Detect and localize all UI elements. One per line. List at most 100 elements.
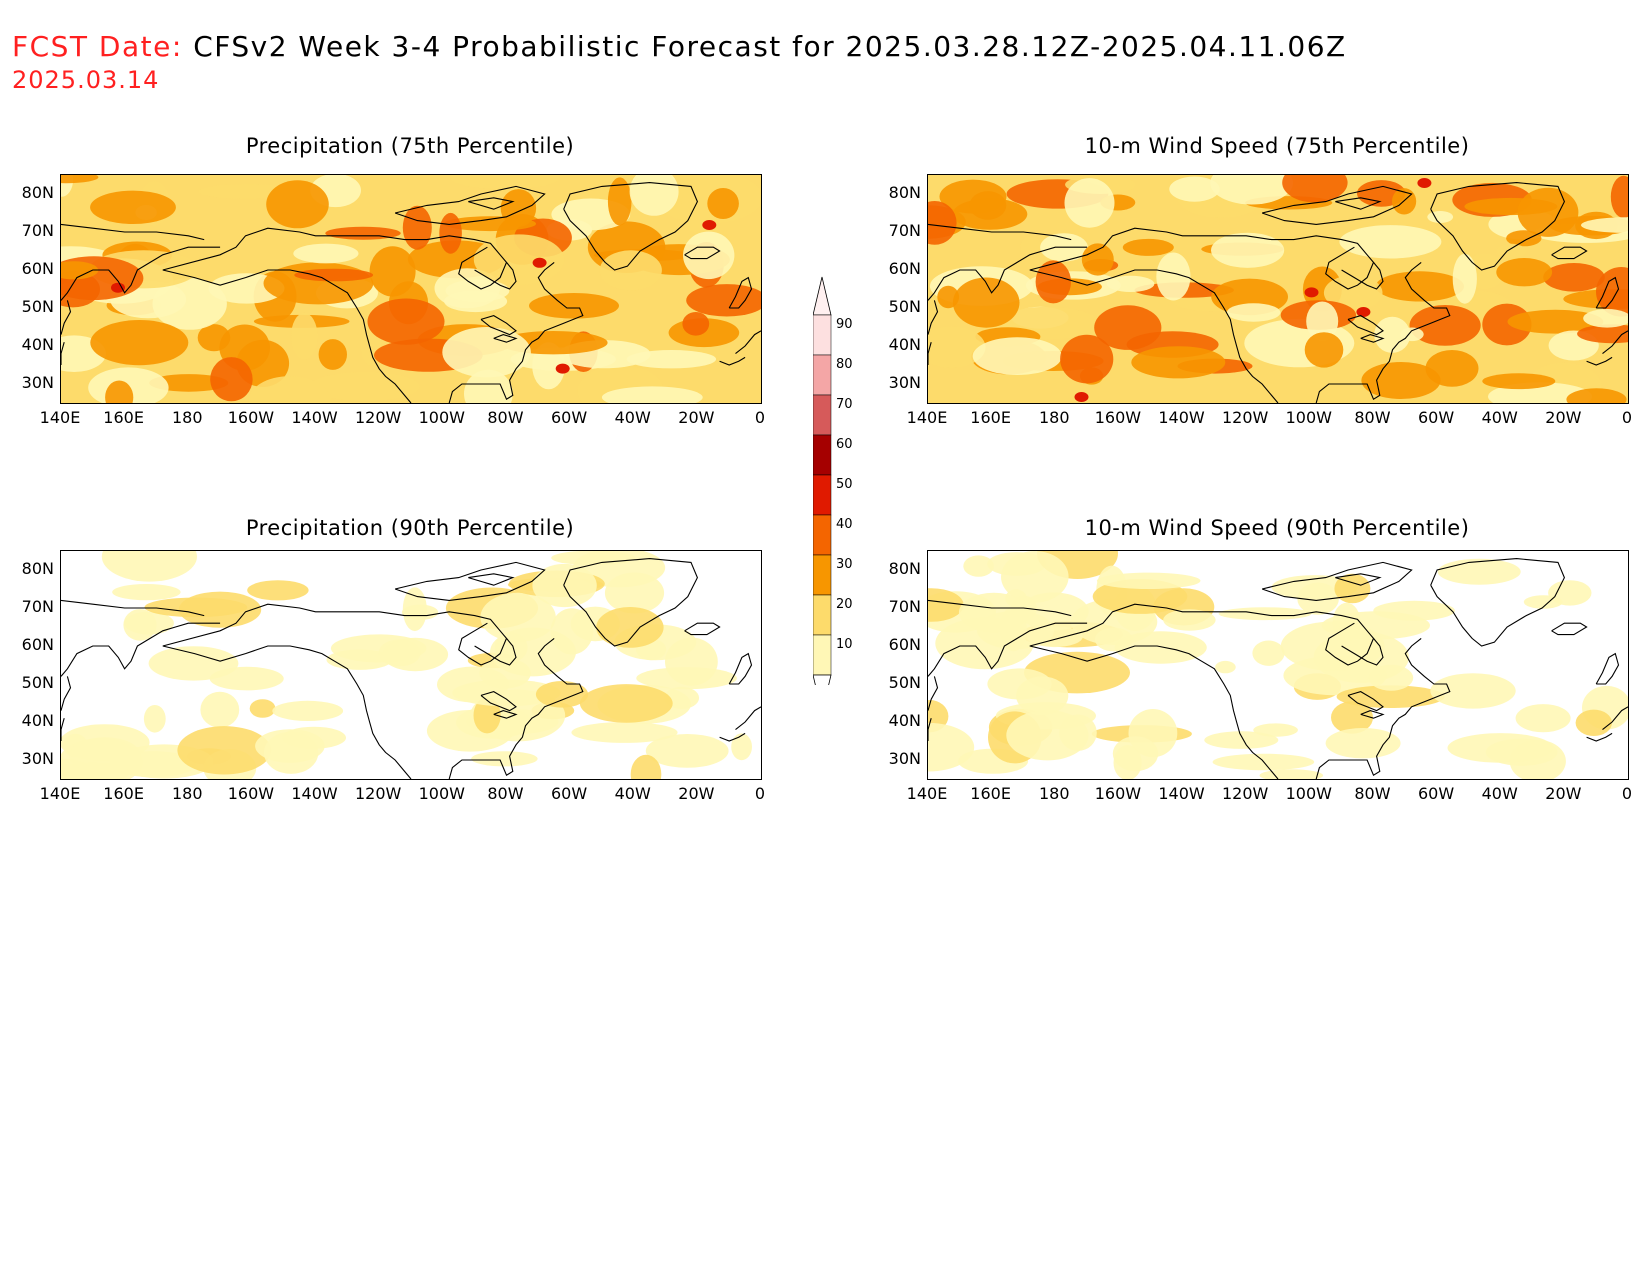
field-contour-high [532, 257, 547, 268]
latitude-label: 40N [888, 711, 921, 730]
latitude-label: 60N [21, 635, 54, 654]
field-contour [1112, 736, 1159, 772]
map-field [928, 175, 1628, 403]
coastline [474, 262, 517, 290]
field-contour [1506, 230, 1542, 247]
field-contour [1336, 685, 1445, 708]
colorbar-swatch [812, 554, 832, 596]
latitude-label: 50N [21, 673, 54, 692]
longitude-label: 140W [1158, 408, 1205, 427]
colorbar-swatch [812, 474, 832, 516]
longitude-label: 180 [171, 784, 203, 803]
coastline [1315, 261, 1451, 403]
longitude-label: 120W [354, 408, 402, 427]
longitude-label: 140E [906, 408, 948, 427]
field-contour [1094, 305, 1162, 350]
field-contour [636, 667, 737, 690]
field-contour [1339, 225, 1442, 259]
field-contour [439, 212, 462, 254]
field-contour [1001, 551, 1069, 603]
field-contour [1515, 704, 1571, 733]
colorbar-label: 70 [836, 397, 853, 412]
coastline [1029, 227, 1375, 290]
longitude-label: 100W [1285, 408, 1332, 427]
latitude-label: 30N [21, 749, 54, 768]
coastline [1551, 622, 1588, 636]
field-contour [599, 250, 662, 291]
field-contour [105, 380, 134, 403]
field-contour-high [1304, 287, 1319, 298]
longitude-label: 160W [1094, 408, 1142, 427]
coastline [1315, 637, 1451, 779]
longitude-label: 100W [1285, 784, 1332, 803]
field-contour [1156, 252, 1191, 301]
coastline [1360, 710, 1385, 719]
colorbar-swatch [812, 394, 832, 436]
longitude-label: 140E [39, 784, 81, 803]
latitude-label: 40N [21, 335, 54, 354]
coastline [684, 246, 721, 260]
field-contour [1253, 723, 1298, 737]
colorbar-swatch [812, 634, 832, 676]
coastline [1335, 573, 1382, 586]
field-contour [1496, 243, 1526, 259]
field-contour [532, 563, 597, 608]
field-contour [266, 180, 329, 229]
field-contour [90, 190, 176, 224]
coastline [735, 330, 761, 355]
coastline [728, 652, 753, 685]
longitude-label: 40W [1481, 408, 1518, 427]
coastline [735, 706, 761, 731]
field-contour [473, 234, 565, 285]
longitude-label: 160W [1094, 784, 1142, 803]
coastline [1029, 269, 1279, 403]
field-contour [1016, 676, 1069, 715]
coastline [61, 676, 72, 711]
coastline [1430, 558, 1566, 647]
coastline [61, 718, 65, 741]
colorbar-top-arrow [812, 276, 832, 316]
field-contour [61, 175, 99, 184]
latitude-label: 30N [888, 749, 921, 768]
field-contour [1452, 253, 1477, 304]
field-contour [309, 372, 420, 401]
field-contour [1204, 731, 1279, 749]
field-contour-high [111, 282, 125, 293]
field-contour [1374, 316, 1411, 353]
field-contour [596, 607, 664, 648]
colorbar-label: 40 [836, 517, 853, 532]
field-contour [61, 261, 99, 280]
field-contour [69, 737, 141, 774]
latitude-label: 50N [21, 297, 54, 316]
field-contour [1375, 271, 1464, 302]
longitude-label: 40W [1481, 784, 1518, 803]
field-contour [1211, 232, 1285, 268]
longitude-label: 60W [1417, 784, 1455, 803]
coastline [394, 561, 546, 601]
coastline [1551, 246, 1588, 260]
coastline [474, 638, 517, 666]
field-contour [1583, 309, 1628, 328]
field-contour [369, 246, 416, 297]
latitude-label: 60N [888, 259, 921, 278]
forecast-title: CFSv2 Week 3-4 Probabilistic Forecast fo… [193, 30, 1347, 63]
field-contour [291, 312, 318, 360]
longitude-label: 120W [354, 784, 402, 803]
coastline [448, 637, 584, 779]
longitude-label: 120W [1221, 408, 1269, 427]
longitude-label: 120W [1221, 784, 1269, 803]
coastline [162, 645, 412, 779]
field-contour [529, 293, 619, 319]
field-contour [928, 201, 957, 245]
field-contour [255, 729, 325, 763]
field-contour [1096, 572, 1201, 589]
field-contour [1122, 238, 1174, 256]
field-contour [1543, 263, 1605, 292]
panel-title: Precipitation (90th Percentile) [245, 516, 575, 540]
colorbar-label: 20 [836, 597, 853, 612]
field-contour [1114, 631, 1207, 664]
field-contour [1215, 660, 1236, 674]
coastline [1595, 652, 1620, 685]
field-contour [248, 376, 331, 403]
colorbar-label: 50 [836, 477, 853, 492]
